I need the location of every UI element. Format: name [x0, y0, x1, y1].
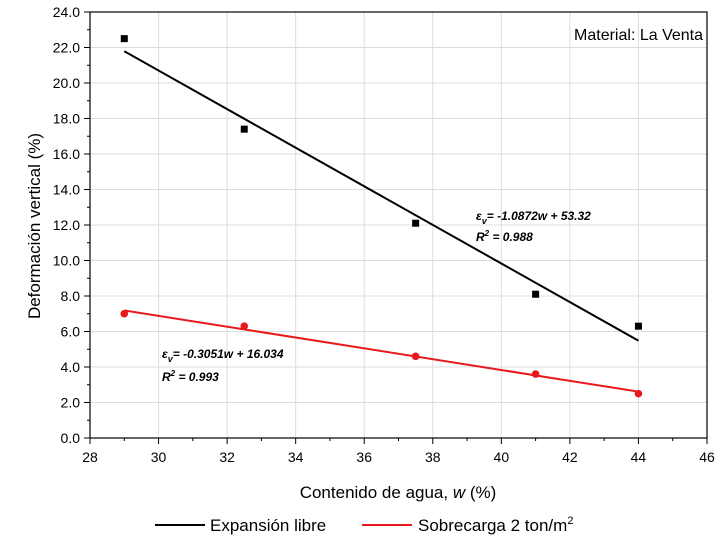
y-tick-label: 2.0 — [61, 395, 81, 411]
fit-line-sobrecarga — [124, 309, 639, 393]
data-point-sobrecarga — [531, 370, 540, 378]
r-symbol: R — [476, 230, 485, 244]
x-tick-label: 44 — [631, 449, 647, 465]
x-tick-label: 36 — [356, 449, 372, 465]
equation-text: = -1.0872w + 53.32 — [487, 209, 591, 223]
y-tick-label: 14.0 — [53, 182, 80, 198]
x-tick-label: 32 — [219, 449, 235, 465]
r-squared-expansion: R2 = 0.988 — [476, 229, 533, 244]
data-point-expansion — [412, 219, 420, 227]
legend-label-sobrecarga: Sobrecarga 2 ton/m2 — [418, 515, 573, 535]
legend-label-expansion: Expansión libre — [210, 516, 326, 535]
y-tick-label: 10.0 — [53, 253, 80, 269]
data-point-expansion — [120, 35, 128, 43]
r-superscript: 2 — [484, 229, 490, 238]
x-axis-title-main: Contenido de agua, — [300, 483, 453, 502]
y-tick-label: 12.0 — [53, 217, 80, 233]
y-tick-label: 0.0 — [61, 430, 81, 446]
data-point-expansion — [240, 125, 248, 133]
x-axis-title-unit: (%) — [465, 483, 496, 502]
equation-text: = -0.3051w + 16.034 — [173, 347, 284, 361]
x-tick-label: 42 — [562, 449, 578, 465]
legend: Expansión libre Sobrecarga 2 ton/m2 — [155, 515, 573, 535]
x-tick-label: 30 — [151, 449, 167, 465]
r-symbol: R — [162, 370, 171, 384]
y-tick-label: 8.0 — [61, 288, 81, 304]
data-point-expansion — [532, 290, 540, 298]
x-axis-title-variable: w — [453, 483, 467, 502]
epsilon-subscript: v — [482, 216, 488, 226]
material-annotation: Material: La Venta — [574, 27, 703, 44]
legend-label-sobrecarga-sup: 2 — [567, 515, 573, 527]
data-point-sobrecarga — [120, 309, 129, 318]
x-tick-label: 38 — [425, 449, 441, 465]
fit-line-expansion — [123, 50, 639, 342]
y-tick-label: 4.0 — [61, 359, 81, 375]
regression-equation-sobrecarga: εv= -0.3051w + 16.034 — [162, 347, 284, 364]
y-tick-label: 16.0 — [53, 146, 80, 162]
r-superscript: 2 — [170, 369, 176, 378]
x-tick-label: 34 — [288, 449, 304, 465]
epsilon-subscript: v — [168, 354, 174, 364]
fit-lines — [123, 50, 639, 393]
data-point-expansion — [634, 322, 642, 330]
legend-label-sobrecarga-text: Sobrecarga 2 ton/m — [418, 516, 567, 535]
y-axis-title: Deformación vertical (%) — [25, 133, 44, 319]
data-points — [120, 35, 643, 398]
r-squared-value: = 0.993 — [175, 370, 219, 384]
data-point-sobrecarga — [411, 352, 420, 361]
epsilon-symbol: ε — [162, 347, 168, 361]
axis-ticks: 28 30 32 34 36 38 40 42 44 46 0.0 2.0 4.0 6.0 8.0 10.0 1… — [53, 4, 715, 465]
y-tick-label: 24.0 — [53, 4, 80, 20]
epsilon-symbol: ε — [476, 209, 482, 223]
y-tick-label: 18.0 — [53, 111, 80, 127]
regression-equation-expansion: εv= -1.0872w + 53.32 — [476, 209, 591, 226]
r-squared-value: = 0.988 — [489, 230, 533, 244]
y-tick-label: 6.0 — [61, 324, 81, 340]
x-axis-title: Contenido de agua, w (%) — [300, 483, 497, 502]
x-tick-label: 28 — [82, 449, 98, 465]
r-squared-sobrecarga: R2 = 0.993 — [162, 369, 219, 384]
y-tick-label: 22.0 — [53, 40, 80, 56]
data-point-sobrecarga — [634, 389, 643, 398]
data-point-sobrecarga — [240, 322, 249, 330]
x-tick-label: 46 — [699, 449, 715, 465]
y-tick-label: 20.0 — [53, 75, 80, 91]
x-tick-label: 40 — [494, 449, 510, 465]
